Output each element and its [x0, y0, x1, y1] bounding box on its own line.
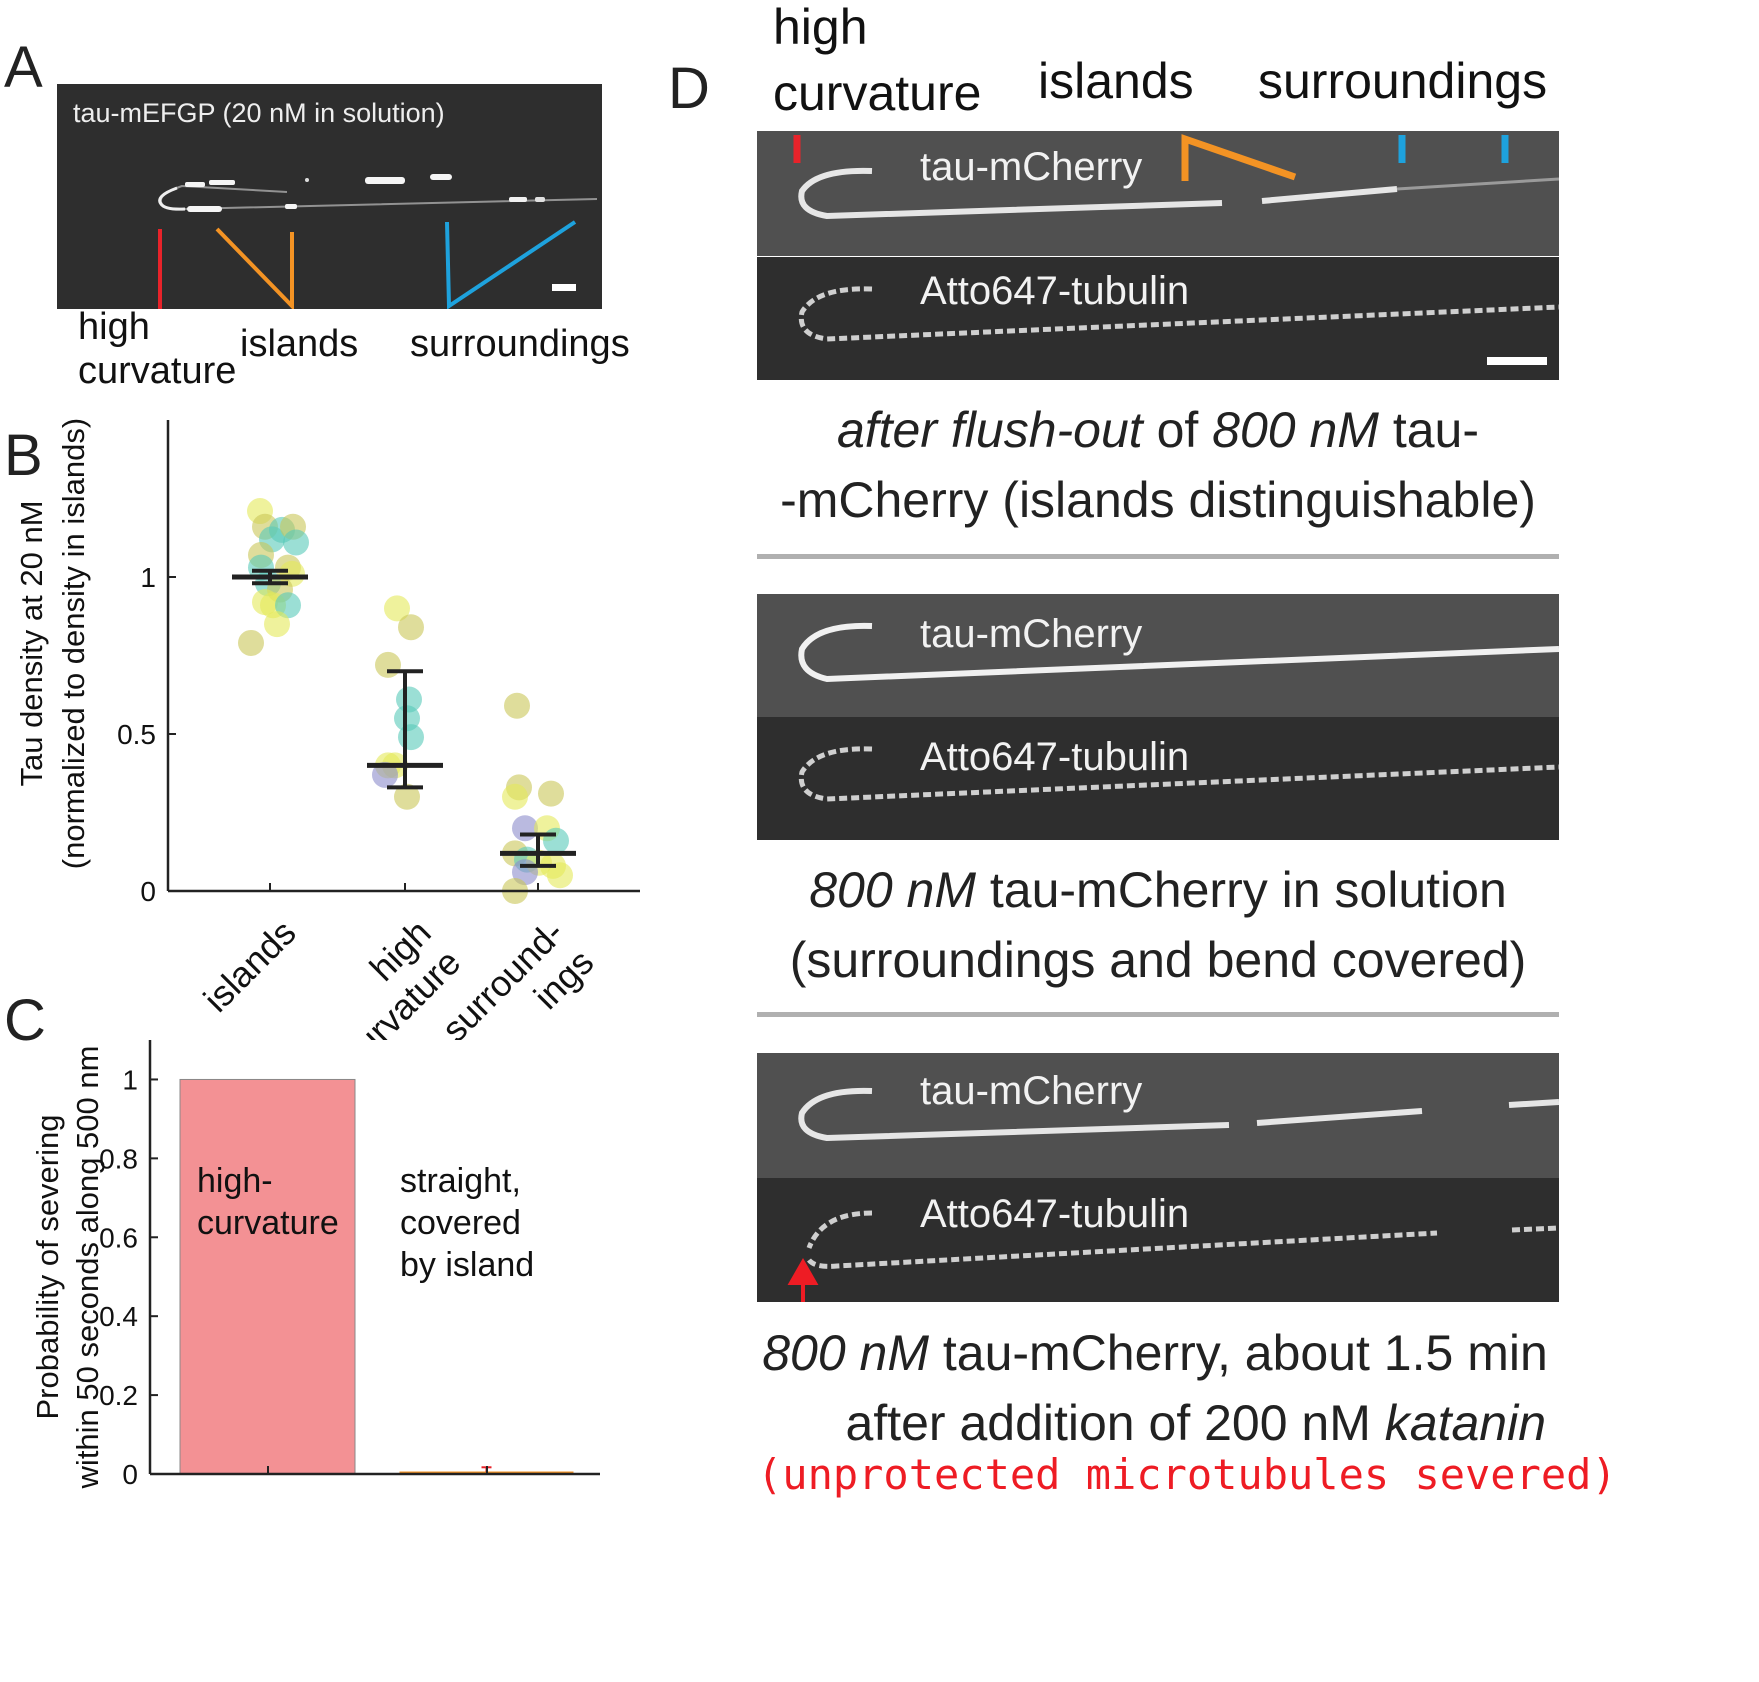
y-tick-label-1: 0.5: [117, 719, 156, 750]
y-tick-label-1: 0.2: [99, 1380, 138, 1411]
scatter-point-26: [394, 783, 420, 810]
d-row1-tau-label: tau-mCherry: [920, 145, 1143, 189]
panel-letter-d: D: [668, 56, 710, 121]
scatter-point-18: [398, 614, 424, 641]
d-row3-tubulin-image: Atto647-tubulin: [757, 1178, 1559, 1302]
chart-c-ylabel: Probability of severing within 50 seconds…: [30, 1046, 105, 1490]
y-tick-label-4: 0.8: [99, 1143, 138, 1174]
panel-a-label-high-curvature: high curvature: [78, 306, 237, 392]
scatter-point-19: [375, 651, 401, 678]
panel-d-header-islands: islands: [1038, 53, 1194, 109]
y-tick-label-5: 1: [122, 1064, 138, 1095]
x-tick-label-0: islands: [195, 912, 303, 1020]
d-row3-caption: 800 nM tau-mCherry, about 1.5 min after …: [762, 1325, 1548, 1451]
d-row2-tau-image: tau-mCherry: [757, 594, 1559, 717]
panel-a-label-surroundings: surroundings: [410, 323, 630, 365]
panel-d-header-high-curvature: high curvature: [773, 0, 982, 121]
d-row1-caption: after flush-out of 800 nM tau- -mCherry …: [780, 402, 1536, 528]
marker-surroundings: [445, 220, 577, 309]
bar-label-0: high-curvature: [197, 1162, 339, 1242]
marker-islands: [215, 227, 294, 309]
bar-label-1: straight, covered by island: [400, 1162, 534, 1284]
scatter-point-15: [264, 611, 290, 638]
scatter-point-39: [547, 862, 573, 889]
scatter-point-33: [543, 827, 569, 854]
d-row1-tubulin-microtubule: [798, 286, 1559, 365]
d-row1-tubulin-label: Atto647-tubulin: [920, 269, 1190, 313]
y-tick-label-0: 0: [122, 1459, 138, 1490]
scatter-point-25: [372, 761, 398, 788]
d-row3-tubulin-label: Atto647-tubulin: [920, 1192, 1190, 1236]
panel-letter-a: A: [4, 35, 43, 100]
d-divider-2: [757, 1012, 1559, 1017]
panel-a-microtubule: [158, 174, 598, 212]
scatter-point-30: [538, 780, 564, 807]
d-row2-tubulin-label: Atto647-tubulin: [920, 735, 1190, 779]
d-row3-tau-label: tau-mCherry: [920, 1069, 1143, 1113]
scatter-point-29: [502, 783, 528, 810]
panel-a-region-markers: [158, 220, 577, 309]
scatter-chart-b: 00.51 islands highcurvaturesurround-ings …: [14, 418, 640, 1040]
scatter-point-5: [283, 529, 309, 556]
scatter-point-16: [238, 629, 264, 656]
panel-letter-b: B: [4, 423, 43, 488]
y-tick-label-3: 0.6: [99, 1222, 138, 1253]
d-row1-tau-microtubule: [793, 134, 1559, 220]
d-row3-tau-image: tau-mCherry: [757, 1053, 1559, 1178]
scatter-point-22: [398, 724, 424, 751]
d-row2-tubulin-microtubule: [798, 746, 1559, 802]
d-divider-1: [757, 554, 1559, 559]
d-row2-tubulin-image: Atto647-tubulin: [757, 717, 1559, 840]
d-row3-caption-red: (unprotected microtubules severed): [757, 1450, 1617, 1499]
d-row2-tau-label: tau-mCherry: [920, 612, 1143, 656]
d-row1-tau-image: tau-mCherry: [757, 131, 1559, 256]
panel-a-label-islands: islands: [240, 323, 359, 365]
bar-chart-c: 0 0.2 0.4 0.6 0.8 1 high-curvature straight, co…: [30, 1040, 600, 1490]
d-row2-caption: 800 nM tau-mCherry in solution (surround…: [789, 862, 1527, 988]
y-tick-label-2: 0.4: [99, 1301, 138, 1332]
y-tick-label-2: 1: [140, 562, 156, 593]
chart-b-ylabel: Tau density at 20 nM (normalized to densi…: [14, 418, 91, 869]
panel-letter-c: C: [4, 988, 46, 1053]
scale-bar: [1487, 357, 1547, 365]
scatter-point-17: [384, 595, 410, 622]
scatter-point-14: [275, 592, 301, 619]
d-row3-tubulin-microtubule: [787, 1210, 1559, 1302]
d-row1-tubulin-image: Atto647-tubulin: [757, 257, 1559, 380]
d-row3-tau-microtubule: [798, 1087, 1559, 1142]
severing-arrow-icon: [787, 1257, 819, 1302]
panel-a-micrograph: tau-mEFGP (20 nM in solution): [57, 84, 602, 309]
d-marker-orange: [1181, 134, 1297, 181]
scale-bar: [552, 284, 576, 291]
scatter-point-27: [504, 692, 530, 719]
bar-0: [179, 1078, 356, 1475]
scatter-point-20: [396, 686, 422, 713]
d-row2-tau-microtubule: [798, 622, 1559, 683]
panel-a-image-title: tau-mEFGP (20 nM in solution): [73, 98, 445, 128]
y-tick-label-0: 0: [140, 876, 156, 907]
panel-d-header-surroundings: surroundings: [1258, 53, 1548, 109]
